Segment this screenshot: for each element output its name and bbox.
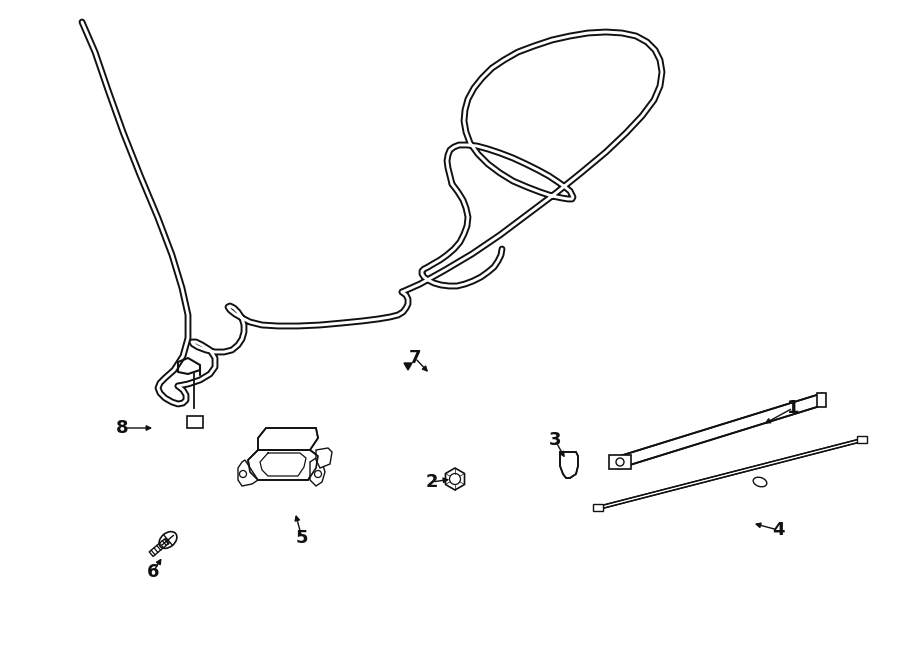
Bar <box>593 504 603 511</box>
Polygon shape <box>238 460 258 486</box>
Polygon shape <box>316 448 332 468</box>
Circle shape <box>449 473 461 485</box>
Circle shape <box>314 471 321 477</box>
Text: 1: 1 <box>787 399 799 417</box>
Polygon shape <box>446 468 464 490</box>
Bar <box>857 436 867 443</box>
Bar <box>609 455 631 469</box>
Circle shape <box>616 458 624 466</box>
Text: 6: 6 <box>147 563 159 581</box>
Ellipse shape <box>159 532 177 548</box>
Text: 5: 5 <box>296 529 309 547</box>
Polygon shape <box>404 363 412 370</box>
Polygon shape <box>310 458 325 486</box>
Text: 3: 3 <box>549 431 562 449</box>
Polygon shape <box>258 428 318 450</box>
Polygon shape <box>248 450 318 480</box>
Polygon shape <box>618 393 822 469</box>
Bar <box>817 393 826 407</box>
Polygon shape <box>598 438 862 510</box>
Circle shape <box>239 471 247 477</box>
Polygon shape <box>560 452 578 478</box>
Text: 2: 2 <box>426 473 438 491</box>
Ellipse shape <box>753 477 767 487</box>
Text: 7: 7 <box>409 349 421 367</box>
Bar <box>187 416 203 428</box>
Text: 8: 8 <box>116 419 129 437</box>
Text: 4: 4 <box>772 521 784 539</box>
